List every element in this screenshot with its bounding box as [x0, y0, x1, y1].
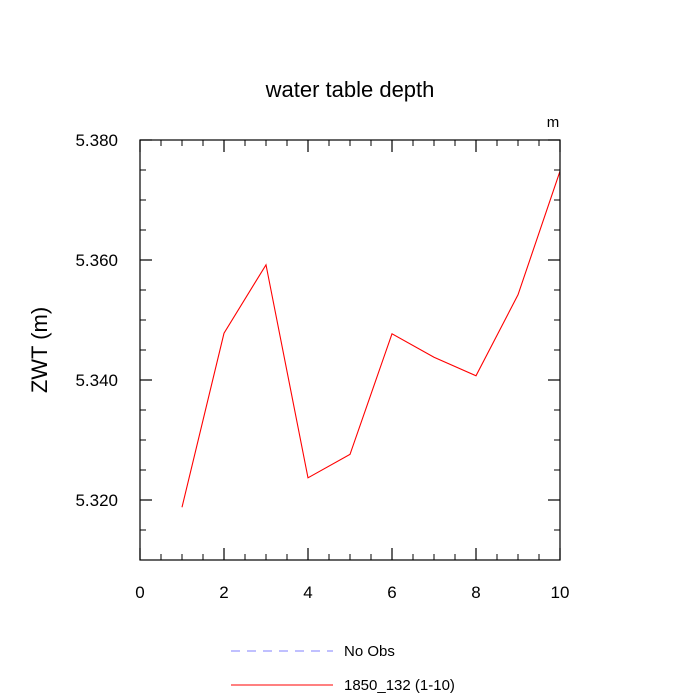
y-tick-label: 5.380: [75, 131, 118, 150]
x-tick-label: 8: [471, 583, 480, 602]
plot-frame: [139, 139, 561, 561]
x-tick-label: 4: [303, 583, 312, 602]
x-tick-label: 10: [551, 583, 570, 602]
tick-labels: 0 2 4 6 8 10 5.320 5.340 5.360 5.380: [75, 131, 569, 602]
y-tick-label: 5.340: [75, 371, 118, 390]
legend-label: 1850_132 (1-10): [344, 677, 455, 694]
units-label: m: [547, 114, 560, 131]
axis-ticks: [139, 139, 561, 561]
y-tick-label: 5.360: [75, 251, 118, 270]
legend-label: No Obs: [344, 643, 395, 660]
x-tick-label: 0: [135, 583, 144, 602]
series-layer: [181, 171, 561, 508]
legend: No Obs 1850_132 (1-10): [231, 643, 455, 694]
chart-title: water table depth: [265, 77, 435, 102]
x-tick-label: 6: [387, 583, 396, 602]
series-line: [181, 171, 561, 508]
y-tick-label: 5.320: [75, 491, 118, 510]
y-axis-label: ZWT (m): [27, 307, 52, 393]
x-tick-label: 2: [219, 583, 228, 602]
